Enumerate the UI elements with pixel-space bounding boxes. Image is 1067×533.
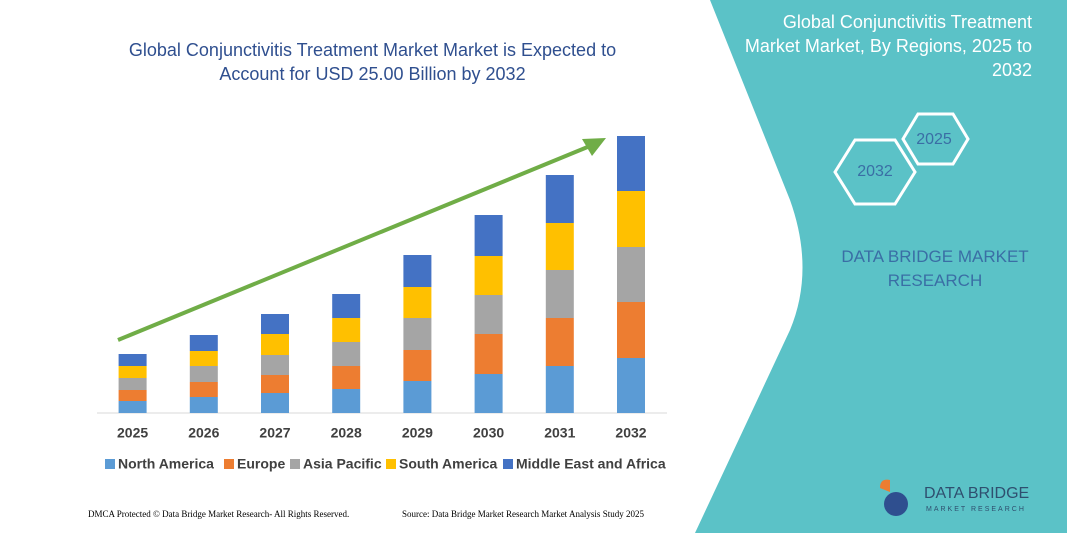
x-tick-label: 2032	[615, 425, 646, 441]
bar-segment	[332, 389, 361, 413]
bar-segment	[189, 366, 218, 382]
x-tick-label: 2027	[259, 425, 290, 441]
bar-segment	[403, 255, 432, 287]
bar-segment	[261, 314, 289, 334]
bar-segment	[332, 294, 361, 318]
bar-segment	[545, 366, 574, 413]
side-panel	[695, 0, 1067, 533]
bar-segment	[261, 375, 289, 393]
bar-segment	[189, 351, 218, 366]
x-tick-label: 2030	[473, 425, 504, 441]
bar-segment	[189, 382, 218, 397]
bar-segment	[403, 318, 432, 350]
legend-swatch	[503, 459, 513, 469]
legend-swatch	[290, 459, 300, 469]
bar-segment	[545, 175, 574, 223]
bar-segment	[118, 401, 147, 413]
bar-segment	[189, 397, 218, 413]
x-tick-label: 2025	[117, 425, 148, 441]
arrow-head	[582, 138, 606, 156]
bar-segment	[474, 334, 503, 374]
bar-segment	[545, 318, 574, 366]
bar-segment	[617, 136, 645, 191]
legend-label: Asia Pacific	[303, 456, 382, 472]
bar-segment	[617, 191, 645, 247]
legend-swatch	[386, 459, 396, 469]
logo-mark	[884, 492, 908, 516]
bar-segment	[332, 366, 361, 389]
logo-mark	[880, 479, 890, 492]
bar-segment	[545, 223, 574, 270]
hexagon-label: 2032	[857, 163, 893, 180]
bar-segment	[118, 366, 147, 378]
legend-label: North America	[118, 456, 214, 472]
bar-segment	[118, 390, 147, 401]
legend-label: Middle East and Africa	[516, 456, 666, 472]
bar-segment	[261, 355, 289, 375]
bar-segment	[474, 295, 503, 334]
footer-left: DMCA Protected © Data Bridge Market Rese…	[88, 509, 349, 519]
legend-label: South America	[399, 456, 497, 472]
bar-segment	[118, 354, 147, 366]
hexagon	[833, 138, 917, 206]
legend-swatch	[224, 459, 234, 469]
chart-title: Global Conjunctivitis Treatment Market M…	[128, 40, 617, 84]
legend-swatch	[105, 459, 115, 469]
bar-segment	[474, 374, 503, 413]
bar-segment	[332, 342, 361, 366]
bar-segment	[545, 270, 574, 318]
logo-name: DATA BRIDGE	[924, 485, 1029, 502]
hexagon	[901, 112, 970, 166]
bar-segment	[261, 393, 289, 413]
legend-label: Europe	[237, 456, 285, 472]
bar-segment	[118, 378, 147, 390]
bar-segment	[617, 247, 645, 302]
x-tick-label: 2029	[402, 425, 433, 441]
logo-tagline: MARKET RESEARCH	[926, 506, 1026, 513]
x-tick-label: 2028	[331, 425, 362, 441]
hexagon-label: 2025	[916, 131, 952, 148]
bar-segment	[474, 256, 503, 295]
bar-segment	[332, 318, 361, 342]
bar-segment	[403, 287, 432, 318]
side-title: Global Conjunctivitis Treatment Market M…	[744, 12, 1032, 80]
bar-segment	[403, 350, 432, 381]
bar-segment	[617, 302, 645, 358]
footer-right: Source: Data Bridge Market Research Mark…	[402, 509, 644, 519]
bar-segment	[474, 215, 503, 256]
x-tick-label: 2026	[188, 425, 219, 441]
bar-segment	[189, 335, 218, 351]
trend-arrow	[117, 144, 591, 342]
bar-segment	[617, 358, 645, 413]
bar-segment	[403, 381, 432, 413]
x-tick-label: 2031	[544, 425, 575, 441]
bar-segment	[261, 334, 289, 355]
brand-text: DATA BRIDGE MARKET RESEARCH	[841, 247, 1029, 290]
